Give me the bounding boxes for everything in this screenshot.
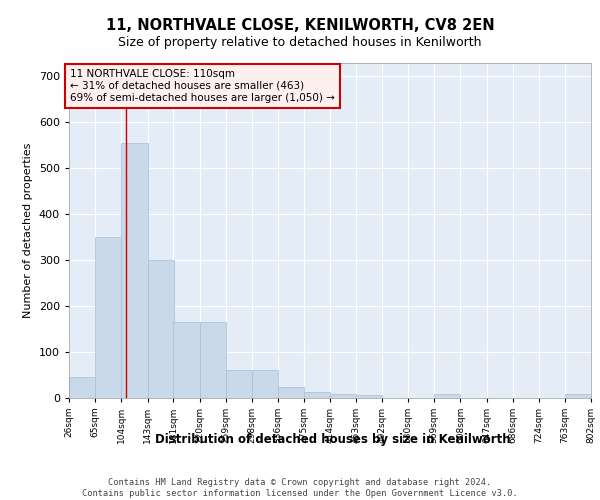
Text: Contains HM Land Registry data © Crown copyright and database right 2024.
Contai: Contains HM Land Registry data © Crown c… xyxy=(82,478,518,498)
Bar xyxy=(330,394,356,398)
Bar xyxy=(434,394,461,398)
Text: Distribution of detached houses by size in Kenilworth: Distribution of detached houses by size … xyxy=(155,432,511,446)
Bar xyxy=(278,388,304,398)
Bar xyxy=(69,377,95,398)
Bar xyxy=(199,322,226,398)
Text: 11 NORTHVALE CLOSE: 110sqm
← 31% of detached houses are smaller (463)
69% of sem: 11 NORTHVALE CLOSE: 110sqm ← 31% of deta… xyxy=(70,70,335,102)
Y-axis label: Number of detached properties: Number of detached properties xyxy=(23,142,33,318)
Bar xyxy=(148,260,174,398)
Bar xyxy=(173,322,199,398)
Bar xyxy=(565,394,591,398)
Bar xyxy=(121,143,148,398)
Bar xyxy=(226,370,252,398)
Text: 11, NORTHVALE CLOSE, KENILWORTH, CV8 2EN: 11, NORTHVALE CLOSE, KENILWORTH, CV8 2EN xyxy=(106,18,494,32)
Text: Size of property relative to detached houses in Kenilworth: Size of property relative to detached ho… xyxy=(118,36,482,49)
Bar xyxy=(95,237,121,398)
Bar xyxy=(252,370,278,398)
Bar xyxy=(356,395,382,398)
Bar xyxy=(304,392,330,398)
